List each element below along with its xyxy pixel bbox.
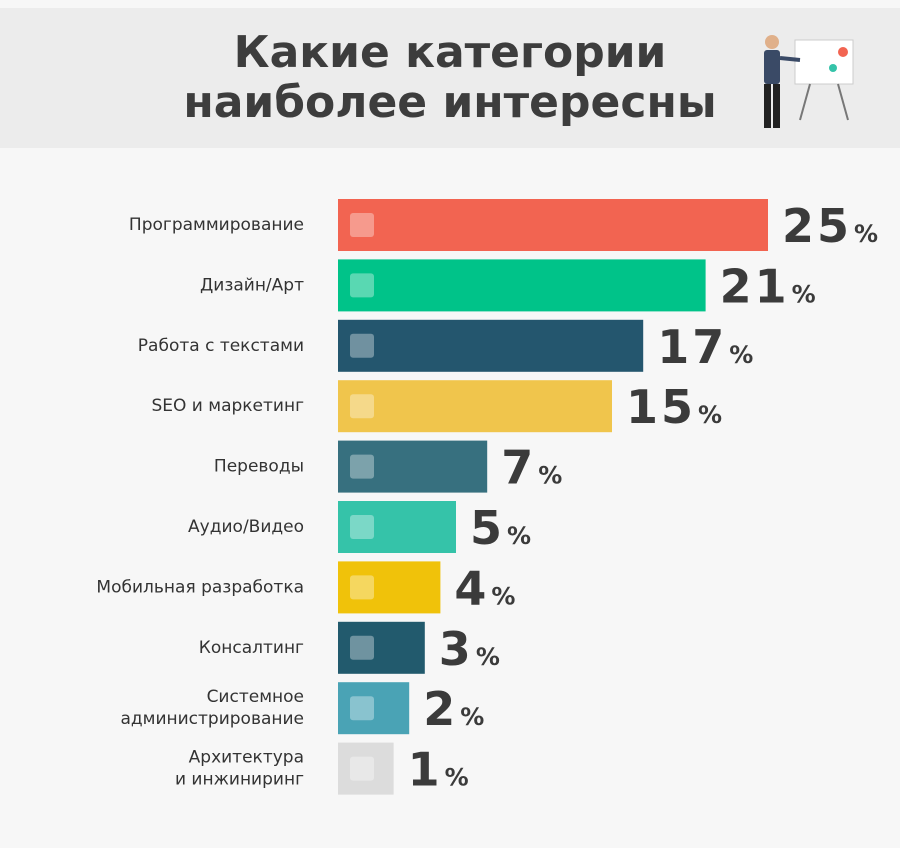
value-number: 5 [470, 501, 505, 555]
value-unit: % [507, 522, 531, 550]
value-label: 7% [501, 440, 562, 494]
bar-icon [350, 575, 374, 600]
category-label: Программирование [129, 215, 304, 235]
category-label: администрирование [120, 709, 304, 729]
bar-icon [350, 696, 374, 721]
bar-icon [350, 515, 374, 539]
category-label: Аудио/Видео [188, 517, 304, 537]
bar-icon [350, 394, 374, 419]
value-label: 1% [408, 742, 469, 796]
value-unit: % [460, 703, 484, 731]
value-unit: % [445, 764, 469, 792]
category-label: Архитектура [189, 748, 304, 768]
value-number: 21 [720, 259, 790, 313]
bar [338, 440, 488, 493]
value-unit: % [476, 643, 500, 671]
value-label: 4% [454, 561, 515, 615]
value-number: 17 [657, 319, 727, 373]
category-label: Дизайн/Арт [200, 275, 304, 295]
value-label: 21% [720, 259, 816, 313]
value-number: 7 [501, 440, 536, 494]
value-unit: % [792, 280, 816, 308]
value-label: 3% [439, 621, 500, 675]
value-unit: % [698, 401, 722, 429]
value-number: 4 [454, 561, 489, 615]
bar-icon [350, 635, 374, 660]
bar [338, 621, 425, 674]
bar [338, 199, 768, 251]
category-label: Консалтинг [199, 638, 304, 658]
value-label: 17% [657, 319, 753, 373]
category-label: и инжиниринг [175, 770, 304, 790]
bar-icon [350, 213, 374, 237]
value-label: 2% [423, 682, 484, 736]
value-number: 2 [423, 682, 458, 736]
value-number: 1 [408, 742, 443, 796]
category-label: Системное [207, 687, 304, 707]
value-label: 5% [470, 501, 531, 555]
bar [338, 561, 441, 614]
bar [338, 380, 612, 433]
bar [338, 319, 644, 372]
bar [338, 682, 410, 735]
value-number: 25 [782, 199, 852, 253]
category-label: Мобильная разработка [96, 577, 304, 597]
chart-title: наиболее интересны [183, 77, 716, 128]
bar-icon [350, 454, 374, 479]
value-unit: % [538, 462, 562, 490]
value-number: 3 [439, 621, 474, 675]
category-label: SEO и маркетинг [151, 396, 304, 416]
bar-icon [350, 273, 374, 298]
chart-title: Какие категории [234, 27, 667, 78]
value-unit: % [854, 220, 878, 248]
bar [338, 259, 706, 312]
value-label: 25% [782, 199, 878, 253]
value-unit: % [729, 341, 753, 369]
category-label: Переводы [214, 457, 304, 477]
bar-icon [350, 333, 374, 358]
value-number: 15 [626, 380, 696, 434]
bar [338, 742, 394, 795]
value-label: 15% [626, 380, 722, 434]
bar [338, 501, 456, 553]
bar-icon [350, 756, 374, 781]
value-unit: % [491, 582, 515, 610]
presenter-illustration [764, 35, 854, 128]
header [0, 8, 900, 148]
category-label: Работа с текстами [138, 336, 304, 356]
